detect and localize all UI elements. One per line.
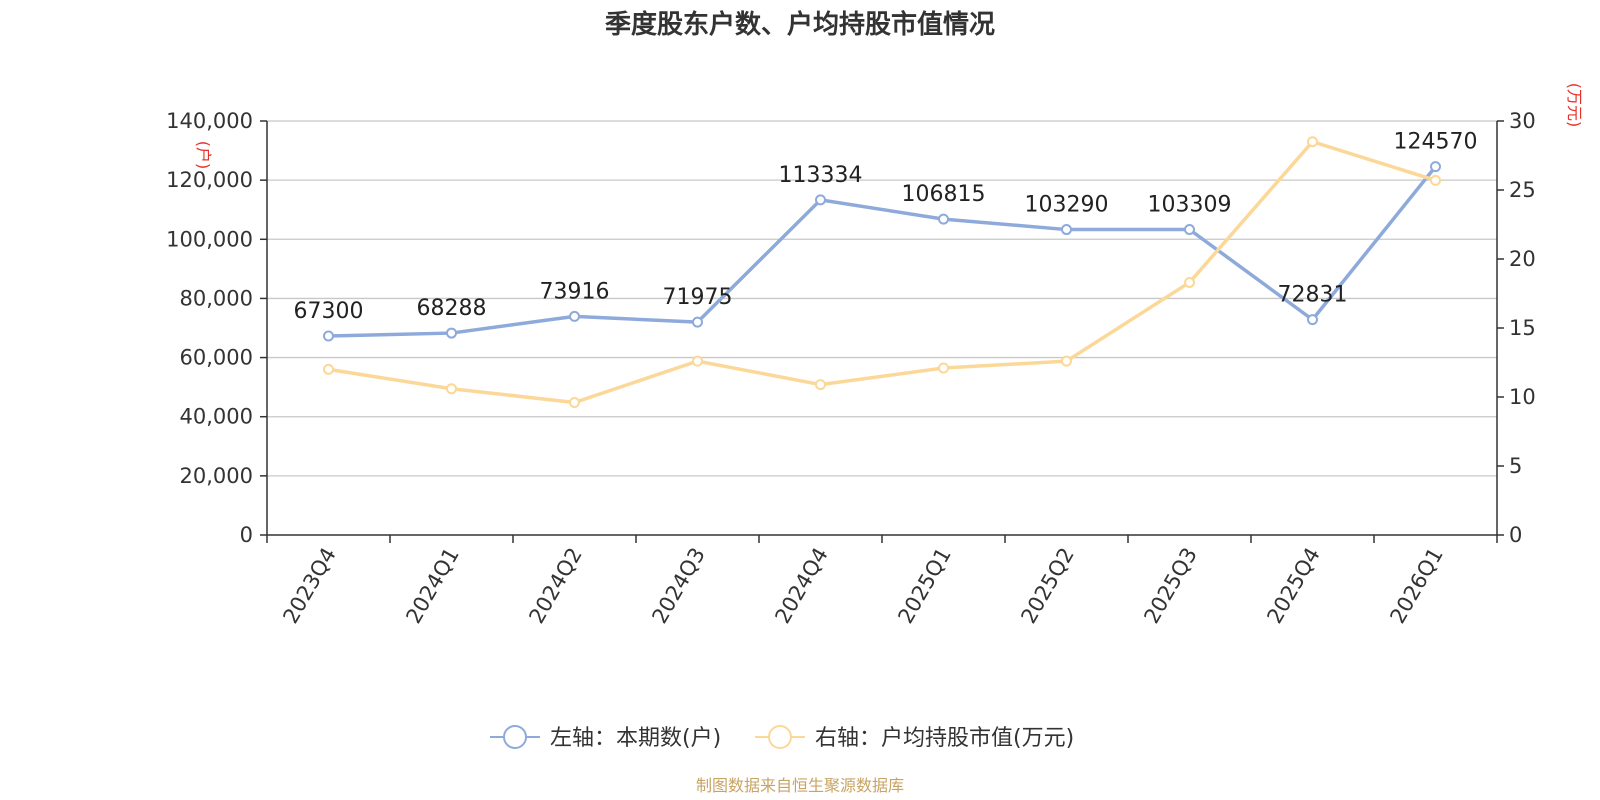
legend-item-left-series[interactable]: 左轴：本期数(户)	[490, 725, 721, 751]
left-axis-tick-label: 40,000	[180, 405, 253, 429]
x-axis: 2023Q4 2024Q1 2024Q2 2024Q3 2024Q4 2025Q1 2025…	[266, 534, 1498, 628]
data-label: 103309	[1148, 193, 1232, 218]
series-2-point	[815, 379, 826, 391]
left-axis-tick-label: 20,000	[180, 464, 253, 488]
x-axis-tick-label: 2025Q4	[1262, 544, 1324, 628]
data-label: 113334	[779, 163, 863, 188]
x-axis-tick-label: 2025Q2	[1016, 544, 1078, 628]
series-2-point	[1184, 276, 1195, 288]
series-1-point	[446, 327, 457, 339]
series-line-2	[326, 139, 1438, 405]
left-axis-tick-label: 0	[240, 523, 253, 547]
data-label: 73916	[540, 279, 610, 304]
legend-circle-icon	[768, 725, 792, 749]
data-label: 103290	[1025, 193, 1109, 218]
grid-lines	[267, 120, 1497, 477]
left-axis-tick-label: 120,000	[166, 168, 253, 192]
x-axis-tick-label: 2024Q4	[770, 544, 832, 628]
series-1-point	[1430, 161, 1441, 173]
left-axis-tick-label: 100,000	[166, 227, 253, 251]
series-2-point	[569, 397, 580, 409]
x-axis-tick-label: 2024Q1	[401, 544, 463, 628]
series-layer: 67300 68288 73916 71975 113334 106815 103290 10…	[294, 130, 1478, 409]
right-axis-tick-label: 20	[1509, 247, 1536, 271]
source-note: 制图数据来自恒生聚源数据库	[696, 776, 904, 795]
right-axis-tick-label: 0	[1509, 523, 1522, 547]
left-axis: 0 20,000 40,000 60,000 80,000 100,000 120,000 1…	[166, 109, 268, 547]
right-axis-tick-label: 30	[1509, 109, 1536, 133]
right-axis-tick-label: 10	[1509, 385, 1536, 409]
x-axis-tick-label: 2025Q3	[1139, 544, 1201, 628]
series-2-point	[1061, 355, 1072, 367]
series-1-point	[692, 316, 703, 328]
series-1-point	[815, 194, 826, 206]
left-axis-tick-label: 80,000	[180, 286, 253, 310]
legend: 左轴：本期数(户) 右轴：户均持股市值(万元)	[490, 725, 1074, 751]
series-2-point	[1430, 174, 1441, 186]
right-axis-tick-label: 25	[1509, 178, 1536, 202]
chart-title: 季度股东户数、户均持股市值情况	[605, 9, 995, 40]
right-axis: 0 5 10 15 20 25 30	[1496, 109, 1536, 547]
data-label: 72831	[1278, 283, 1348, 308]
legend-item-right-series[interactable]: 右轴：户均持股市值(万元)	[755, 725, 1074, 751]
right-axis-tick-label: 15	[1509, 316, 1536, 340]
x-axis-tick-label: 2024Q3	[647, 544, 709, 628]
series-line-1	[326, 164, 1438, 338]
x-axis-tick-label: 2025Q1	[893, 544, 955, 628]
right-axis-unit: (万元)	[1565, 83, 1584, 128]
data-label: 106815	[902, 182, 986, 207]
left-axis-tick-label: 60,000	[180, 346, 253, 370]
series-2-point	[938, 362, 949, 374]
series-2-point	[1307, 136, 1318, 148]
series-1-point	[1061, 224, 1072, 236]
data-label: 124570	[1394, 130, 1478, 155]
left-axis-unit: (户)	[194, 141, 213, 170]
left-axis-tick-label: 140,000	[166, 109, 253, 133]
legend-circle-icon	[503, 725, 527, 749]
data-label: 67300	[294, 299, 364, 324]
x-axis-tick-label: 2023Q4	[278, 544, 340, 628]
series-1-point	[323, 330, 334, 342]
series-1-point	[1184, 224, 1195, 236]
series-1-point	[1307, 314, 1318, 326]
legend-label-left-series: 左轴：本期数(户)	[550, 726, 721, 751]
right-axis-tick-label: 5	[1509, 454, 1522, 478]
series-2-point	[323, 363, 334, 375]
data-label: 71975	[663, 285, 733, 310]
series-1-point	[569, 310, 580, 322]
series-2-point	[692, 355, 703, 367]
series-2-point	[446, 383, 457, 395]
data-label: 68288	[417, 296, 487, 321]
x-axis-tick-label: 2026Q1	[1385, 544, 1447, 628]
legend-label-right-series: 右轴：户均持股市值(万元)	[815, 726, 1074, 751]
series-1-point	[938, 213, 949, 225]
x-axis-tick-label: 2024Q2	[524, 544, 586, 628]
